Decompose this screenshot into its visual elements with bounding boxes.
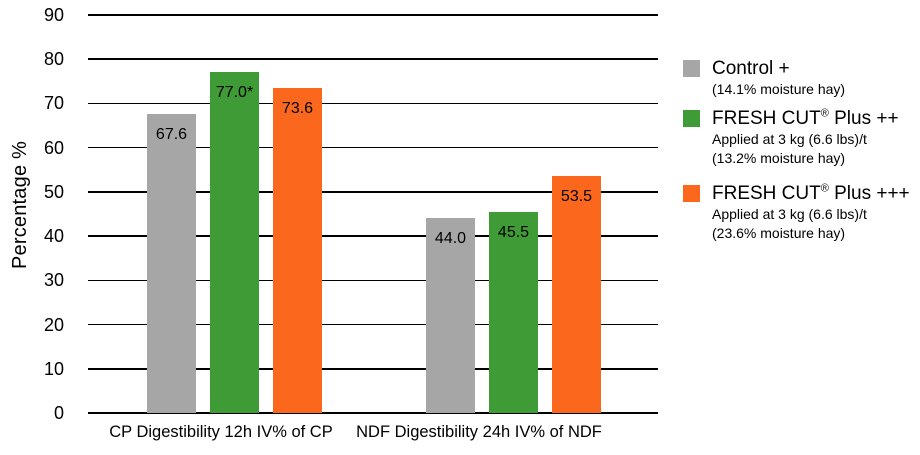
bar-value-label: 45.5: [497, 223, 530, 241]
y-tick-label: 80: [43, 49, 64, 70]
bar-value-label: 53.5: [560, 188, 593, 206]
bar-series2-group1: 53.5: [552, 176, 601, 413]
y-tick-label: 60: [43, 137, 64, 158]
gridline: [88, 191, 658, 193]
gridline: [88, 58, 658, 60]
gridline: [88, 368, 658, 370]
legend-sub-freshcut-plusplusplus-moisture: (23.6% moisture hay): [712, 225, 846, 241]
bar-value-label: 73.6: [281, 99, 314, 117]
legend-title-freshcut-plusplusplus: FRESH CUT® Plus +++: [712, 182, 910, 204]
bar-value-label: 77.0*: [215, 84, 254, 102]
y-tick-label: 50: [43, 181, 64, 202]
legend-text-freshcut-plusplusplus: FRESH CUT® Plus +++ Applied at 3 kg (6.6…: [712, 182, 910, 243]
y-tick-label: 10: [43, 358, 64, 379]
legend-sub-freshcut-plusplus-moisture: (13.2% moisture hay): [712, 150, 846, 166]
legend-entry-freshcut-plusplusplus: FRESH CUT® Plus +++ Applied at 3 kg (6.6…: [683, 182, 910, 243]
y-tick-label: 40: [43, 226, 64, 247]
legend-sub-freshcut-plusplusplus-rate: Applied at 3 kg (6.6 lbs)/t: [712, 206, 867, 222]
legend-swatch-control: [683, 60, 700, 77]
legend-title-control: Control +: [712, 58, 790, 79]
gridline: [88, 102, 658, 105]
registered-mark: ®: [820, 107, 829, 120]
y-tick-label: 0: [53, 403, 64, 423]
legend-text-control: Control + (14.1% moisture hay): [712, 57, 845, 99]
legend-swatch-freshcut-plusplusplus: [683, 185, 700, 202]
gridline: [88, 14, 658, 16]
x-category-label-0: CP Digestibility 12h IV% of CP: [109, 423, 333, 441]
legend-sub-control-moisture: (14.1% moisture hay): [712, 81, 846, 97]
registered-mark: ®: [820, 182, 829, 195]
gridline: [88, 279, 658, 282]
legend-text-freshcut-plusplus: FRESH CUT® Plus ++ Applied at 3 kg (6.6 …: [712, 107, 899, 168]
legend-sub-freshcut-plusplus-rate: Applied at 3 kg (6.6 lbs)/t: [712, 131, 867, 147]
bar-value-label: 67.6: [155, 126, 188, 144]
y-tick-label: 30: [43, 270, 64, 291]
bar-series1-group1: 45.5: [489, 211, 538, 413]
y-tick-label: 20: [43, 314, 64, 335]
legend: Control + (14.1% moisture hay) FRESH CUT…: [683, 57, 910, 243]
legend-entry-freshcut-plusplus: FRESH CUT® Plus ++ Applied at 3 kg (6.6 …: [683, 107, 910, 168]
bar-value-label: 44.0: [434, 230, 467, 248]
bar-series2-group0: 73.6: [273, 87, 322, 413]
gridline: [88, 235, 658, 237]
y-tick-label: 90: [43, 5, 64, 25]
legend-entry-control: Control + (14.1% moisture hay): [683, 57, 910, 99]
gridline: [88, 323, 658, 326]
y-tick-label: 70: [43, 93, 64, 114]
x-category-label-1: NDF Digestibility 24h IV% of NDF: [356, 423, 602, 441]
bar-series0-group0: 67.6: [147, 114, 196, 413]
bar-series0-group1: 44.0: [426, 218, 475, 413]
legend-swatch-freshcut-plusplus: [683, 110, 700, 127]
gridline: [88, 412, 658, 414]
gridline: [88, 146, 658, 149]
legend-title-freshcut-plusplus: FRESH CUT® Plus ++: [712, 107, 899, 129]
bar-series1-group0: 77.0*: [210, 72, 259, 413]
